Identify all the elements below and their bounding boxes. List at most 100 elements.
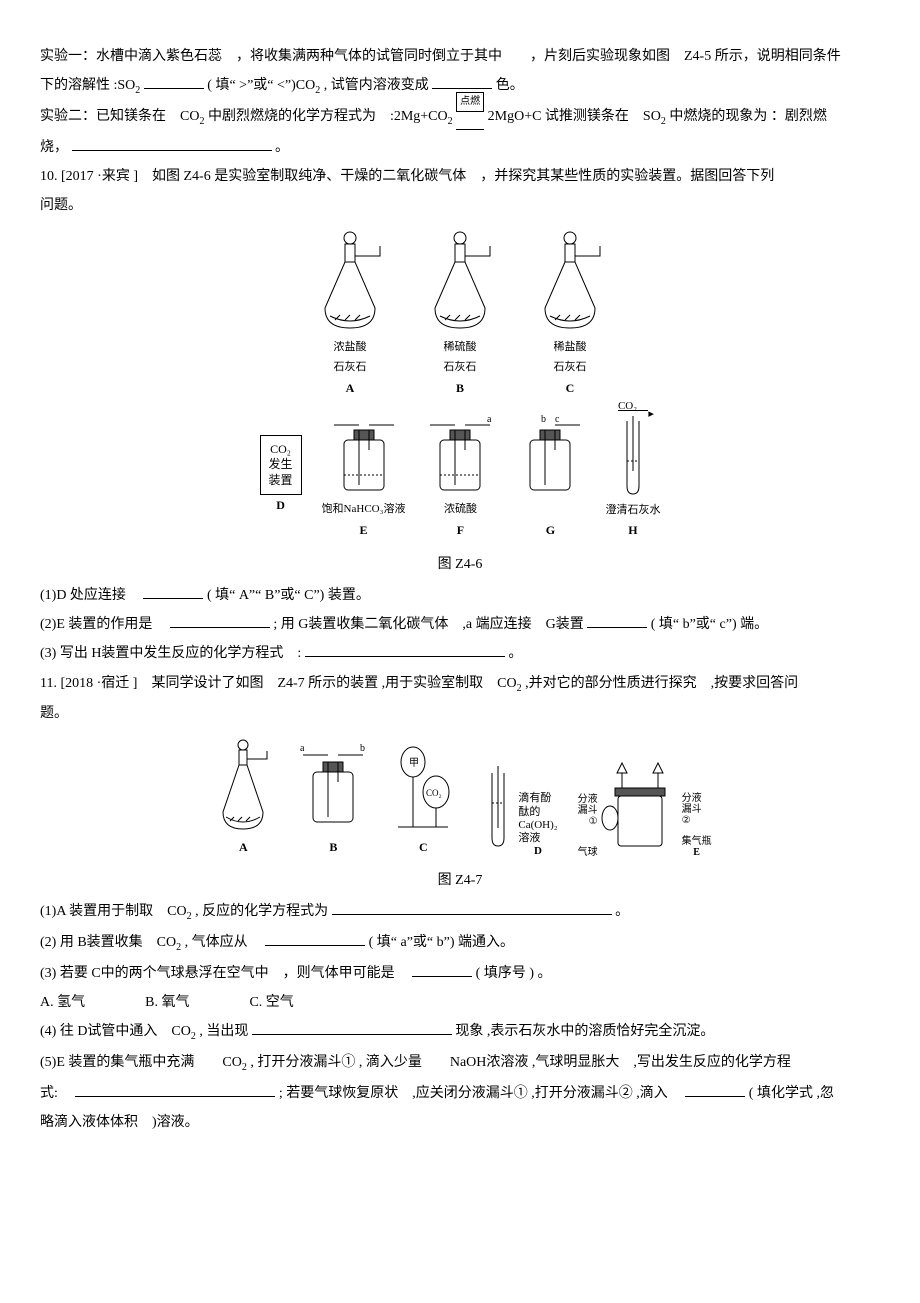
sub-co2: 2 [315,85,320,96]
bottle-G: b c G [515,410,585,541]
q10-p3b: 。 [508,646,522,661]
figure-z4-7: A a b B 甲 CO₂ [40,737,880,859]
box-co2: CO₂ [269,442,293,458]
q11-p5d: ; 若要气球恢复原状 ,应关闭分液漏斗① ,打开分液漏斗② ,滴入 [279,1086,682,1101]
svg-text:甲: 甲 [409,758,419,769]
q10-p1b: ( 填“ A”“ B”或“ C”) 装置。 [207,588,370,603]
blank-q11-5b[interactable] [685,1082,745,1097]
q11-p1c: 。 [615,904,629,919]
E-f2b: 漏斗 [682,804,712,815]
sub-so2: 2 [135,85,140,96]
exp2-sub3: 2 [661,116,666,127]
opt-B: B. 氧气 [145,990,189,1015]
exp1-compare: ( 填“ >”或“ <”)CO [207,78,315,93]
q11-p2b: , 气体应从 [185,935,262,950]
exp2-line2: 烧， 。 [40,135,880,160]
exp2-line1: 实验二：已知镁条在 CO2 中剧烈燃烧的化学方程式为 :2Mg+CO2 点燃 2… [40,104,880,131]
E-f1b: 漏斗 [578,805,598,816]
E-f2c: ② [682,815,712,826]
q11-p5b: , 打开分液漏斗① , 滴入少量 NaOH浓溶液 ,气球明显胀大 ,写出发生反应… [250,1055,791,1070]
svg-text:a: a [300,743,305,754]
bottle-F: a 浓硫酸 F [425,410,495,541]
q11-p4a: (4) 往 D试管中通入 CO [40,1024,191,1039]
q11-bottle-B: a b B [298,737,368,859]
box-line2: 发生 [269,457,293,473]
blank-q10-2b[interactable] [587,613,647,628]
E-f1c: ① [578,816,598,827]
exp2-sub2: 2 [448,116,453,127]
letter-E: E [360,520,368,542]
q11-stem-sub: 2 [517,682,522,693]
q11-p3: (3) 若要 C中的两个气球悬浮在空气中 ，则气体甲可能是 ( 填序号 ) 。 [40,961,880,986]
q11-tube-D: 滴有酚 酞的 Ca(OH)₂ 溶液 D [478,758,557,858]
blank-q11-4[interactable] [252,1020,452,1035]
flask-C: 稀盐酸 石灰石 C [525,228,615,399]
letter-F: F [457,520,464,542]
D-label4: 溶液 [518,832,557,845]
q10-stem2: 问题。 [40,193,880,218]
q11-p1a: (1)A 装置用于制取 CO [40,904,187,919]
D-label1: 滴有酚 [518,792,557,805]
blank-q11-2[interactable] [265,931,365,946]
label-E: 饱和NaHCO₃溶液 [322,500,406,520]
label-B-bottom: 石灰石 [444,358,477,378]
q11-p1: (1)A 装置用于制取 CO2 , 反应的化学方程式为 。 [40,899,880,926]
blank-exp2[interactable] [72,136,272,151]
q11-p5c: 式: [40,1086,72,1101]
q10-p2a: (2)E 装置的作用是 [40,617,166,632]
exp2-sub1: 2 [199,116,204,127]
exp2-period: 。 [275,140,289,155]
q11-flask-A: A [208,737,278,859]
exp1-color-prefix: , 试管内溶液变成 [324,78,429,93]
port-a: a [487,414,492,425]
label-A-bottom: 石灰石 [334,358,367,378]
blank-q11-3[interactable] [412,962,472,977]
D-label3: Ca(OH)₂ [518,819,557,832]
q11-p5-line2: 式: ; 若要气球恢复原状 ,应关闭分液漏斗① ,打开分液漏斗② ,滴入 ( 填… [40,1081,880,1106]
q10-p2c: ( 填“ b”或“ c”) 端。 [651,617,768,632]
bottle-E: 饱和NaHCO₃溶液 E [322,410,406,541]
D-label2: 酞的 [518,806,557,819]
blank-q10-1[interactable] [143,584,203,599]
letter-B: B [456,378,464,400]
exp1-line1: 实验一：水槽中滴入紫色石蕊 ，将收集满两种气体的试管同时倒立于其中 ，片刻后实验… [40,44,880,69]
E-bottle-label: 集气瓶 [682,836,712,847]
exp1-color-suffix: 色。 [496,78,524,93]
label-C-bottom: 石灰石 [554,358,587,378]
q11-p2sub: 2 [176,942,181,953]
q11-p2: (2) 用 B装置收集 CO2 , 气体应从 ( 填“ a”或“ b”) 端通入… [40,930,880,957]
blank-q11-1[interactable] [332,900,612,915]
q11-p5-line3: 略滴入液体体积 )溶液。 [40,1110,880,1135]
q11-letter-B: B [329,837,337,859]
label-F: 浓硫酸 [444,500,477,520]
svg-text:c: c [555,414,560,425]
fig-z4-6-caption: 图 Z4-6 [40,552,880,577]
q10-p2b: ; 用 G装置收集二氧化碳气体 ,a 端应连接 G装置 [273,617,583,632]
blank-q10-3[interactable] [305,642,505,657]
reaction-condition: 点燃 [456,92,484,112]
exp2-burn: 烧， [40,140,68,155]
q10-p1a: (1)D 处应连接 [40,588,140,603]
E-f2a: 分液 [682,793,712,804]
flask-A: 浓盐酸 石灰石 A [305,228,395,399]
q11-p3b: ( 填序号 ) 。 [476,966,552,981]
q11-device-E: 分液 漏斗 ① 气球 分液 漏斗 ② 集气瓶 [578,758,712,858]
q11-stem1: 11. [2018 ·宿迁 ] 某同学设计了如图 Z4-7 所示的装置 ,用于实… [40,671,880,698]
letter-A: A [346,378,355,400]
q11-stem1b: ,并对它的部分性质进行探究 ,按要求回答问 [525,676,798,691]
q11-letter-A: A [239,837,248,859]
letter-C: C [566,378,575,400]
q11-p4: (4) 往 D试管中通入 CO2 , 当出现 现象 ,表示石灰水中的溶质恰好完全… [40,1019,880,1046]
q11-letter-C: C [419,837,428,859]
q11-stem2: 题。 [40,701,880,726]
q10-p1: (1)D 处应连接 ( 填“ A”“ B”或“ C”) 装置。 [40,583,880,608]
q11-p1b: , 反应的化学方程式为 [195,904,328,919]
E-balloon-label: 气球 [578,847,598,858]
blank-solubility[interactable] [144,74,204,89]
q11-p2a: (2) 用 B装置收集 CO [40,935,176,950]
letter-H: H [628,520,637,542]
blank-color[interactable] [432,74,492,89]
blank-q11-5a[interactable] [75,1082,275,1097]
figure-z4-6: 浓盐酸 石灰石 A 稀硫酸 石灰石 B [40,228,880,542]
blank-q10-2a[interactable] [170,613,270,628]
